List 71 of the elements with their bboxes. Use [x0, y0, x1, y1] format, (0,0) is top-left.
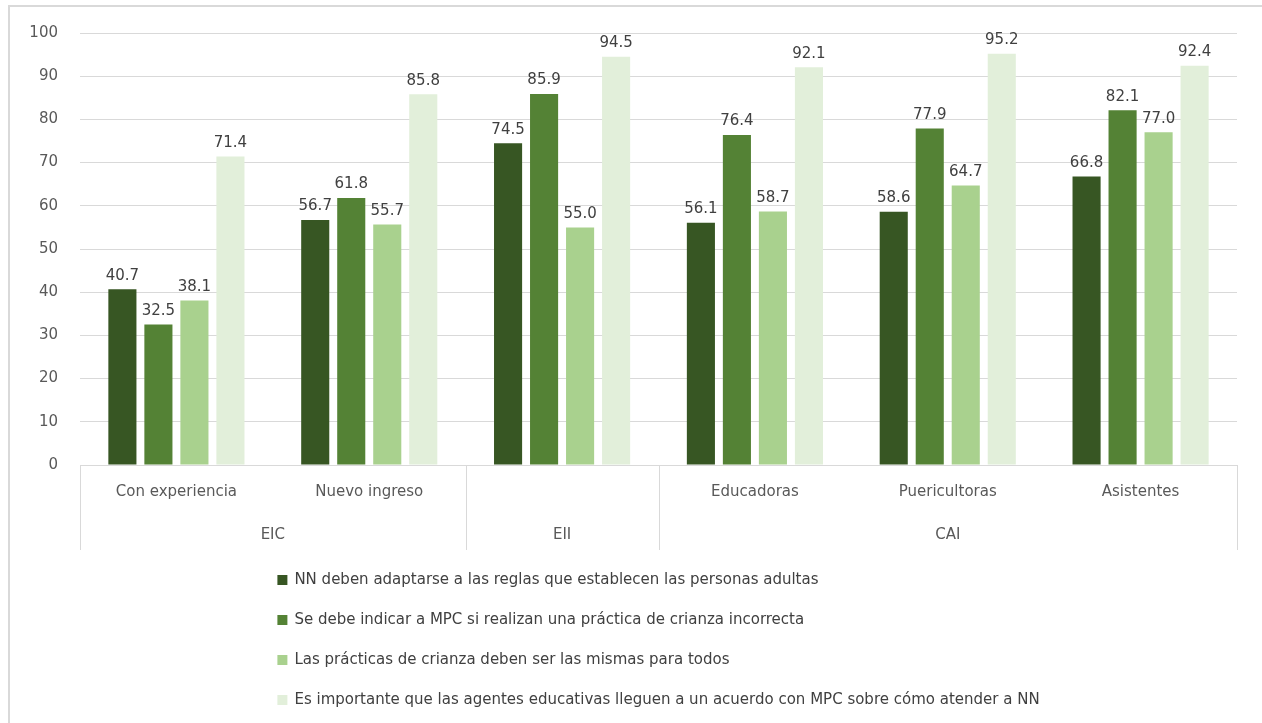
- bar: [686, 222, 715, 465]
- data-label: 56.7: [298, 196, 332, 215]
- bar: [758, 211, 787, 465]
- y-tick-label: 100: [29, 22, 58, 41]
- bar: [337, 198, 366, 465]
- bar: [951, 185, 980, 465]
- data-label: 56.1: [684, 199, 718, 218]
- bar: [180, 300, 209, 465]
- bar: [1180, 65, 1209, 465]
- bar: [144, 324, 173, 465]
- data-label: 92.4: [1177, 42, 1212, 61]
- legend-label: Es importante que las agentes educativas lleguen a un acuerdo con MPC sobre cómo atender a NN: [294, 689, 1040, 708]
- data-label: 85.9: [527, 70, 561, 89]
- bar: [602, 56, 631, 465]
- data-label: 58.6: [877, 188, 911, 207]
- x-tick-label: Nuevo ingreso: [315, 481, 424, 500]
- data-label: 66.8: [1069, 152, 1104, 171]
- y-tick-label: 30: [38, 325, 58, 344]
- bar: [879, 211, 908, 465]
- bar: [494, 143, 523, 465]
- y-tick-label: 60: [38, 195, 58, 214]
- text: CAI: [935, 524, 961, 543]
- bar: [915, 128, 944, 465]
- y-tick-label: 40: [38, 282, 58, 301]
- bar: [566, 227, 595, 465]
- data-label: 74.5: [491, 119, 525, 138]
- data-label: 85.8: [406, 70, 440, 89]
- data-label: 38.1: [177, 276, 212, 295]
- bar: [1072, 176, 1101, 465]
- data-label: 77.9: [913, 104, 947, 123]
- data-label: 71.4: [213, 132, 248, 151]
- data-label: 55.0: [563, 203, 597, 222]
- data-label: 92.1: [792, 43, 826, 62]
- data-label: 82.1: [1105, 86, 1140, 105]
- data-label: 32.5: [141, 300, 176, 319]
- data-label: 55.7: [370, 200, 404, 219]
- bar: [987, 53, 1016, 465]
- bar: [1144, 132, 1173, 465]
- bar: [216, 156, 245, 465]
- data-label: 40.7: [105, 265, 140, 284]
- bar: [373, 224, 402, 465]
- bar: [722, 134, 751, 465]
- x-tick-label: Asistentes: [1101, 481, 1180, 500]
- data-label: 77.0: [1141, 108, 1176, 127]
- bar: [1108, 110, 1137, 465]
- data-label: 76.4: [720, 111, 754, 130]
- x-tick-label: Puericultoras: [898, 481, 997, 500]
- text: EII: [552, 524, 572, 543]
- bar: [409, 94, 438, 465]
- text: EIC: [260, 524, 286, 543]
- x-tick-label: Con experiencia: [115, 481, 238, 500]
- bar: [108, 289, 137, 465]
- bar: [301, 220, 330, 465]
- y-tick-label: 0: [48, 454, 58, 473]
- legend-label: Se debe indicar a MPC si realizan una práctica de crianza incorrecta: [294, 609, 805, 628]
- bar: [530, 93, 559, 465]
- y-tick-label: 90: [38, 66, 58, 85]
- data-label: 94.5: [599, 33, 633, 52]
- data-label: 58.7: [756, 187, 790, 206]
- data-label: 95.2: [985, 30, 1019, 49]
- y-tick-label: 20: [38, 368, 58, 387]
- legend-label: Las prácticas de crianza deben ser las mismas para todos: [294, 649, 730, 668]
- y-tick-label: 80: [38, 109, 58, 128]
- x-tick-label: Educadoras: [711, 481, 800, 500]
- y-tick-label: 70: [38, 152, 58, 171]
- y-tick-label: 50: [38, 238, 58, 257]
- y-tick-label: 10: [38, 411, 58, 430]
- data-label: 64.7: [949, 161, 983, 180]
- legend-label: NN deben adaptarse a las reglas que establecen las personas adultas: [294, 569, 819, 588]
- bar: [794, 67, 823, 465]
- data-label: 61.8: [334, 174, 368, 193]
